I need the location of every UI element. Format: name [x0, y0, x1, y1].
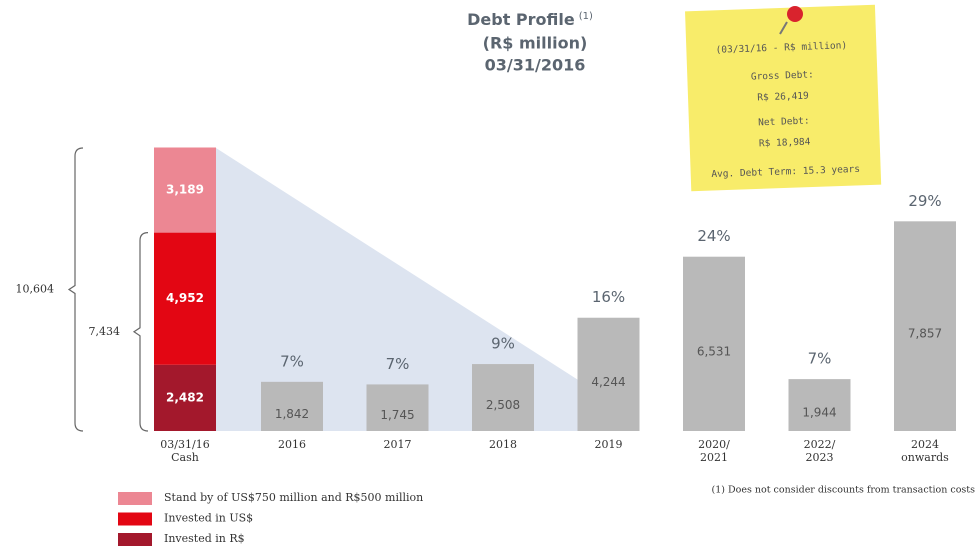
x-tick-label: 2022/ 2023	[775, 438, 865, 464]
bracket-label: 10,604	[16, 283, 55, 296]
value-label: 4,952	[166, 291, 204, 305]
x-tick-label: 2017	[353, 438, 443, 451]
value-label: 2,482	[166, 390, 204, 404]
value-label: 3,189	[166, 183, 204, 197]
share-label: 7%	[386, 355, 410, 373]
legend-label: Invested in R$	[164, 532, 245, 545]
x-tick-label: 2016	[247, 438, 337, 451]
value-label: 7,857	[908, 327, 942, 341]
title: Debt Profile (1)	[467, 10, 593, 29]
value-label: 1,842	[275, 407, 309, 421]
date: 03/31/2016	[485, 56, 586, 75]
x-tick-label: 2018	[458, 438, 548, 451]
share-label: 7%	[280, 352, 304, 370]
legend-swatch	[118, 513, 152, 526]
note-text: R$ 18,984	[759, 137, 811, 150]
share-label: 9%	[491, 335, 515, 353]
bracket	[134, 233, 148, 431]
share-label: 7%	[808, 350, 832, 368]
page: Debt Profile(1) (R$ million) 03/31/2016 …	[0, 0, 976, 547]
title-note: (1)	[579, 11, 593, 22]
footnote: (1) Does not consider discounts from tra…	[712, 485, 976, 496]
share-label: 29%	[908, 192, 941, 210]
subtitle: (R$ million)	[483, 34, 588, 53]
x-tick-label: 2020/ 2021	[669, 438, 759, 464]
bracket-label: 7,434	[89, 325, 121, 338]
x-tick-label: 2019	[564, 438, 654, 451]
x-tick-label: 2024 onwards	[880, 438, 970, 464]
value-label: 1,745	[380, 408, 414, 422]
share-label: 24%	[697, 227, 730, 245]
share-label: 16%	[592, 288, 625, 306]
note-text: Gross Debt:	[751, 69, 814, 82]
legend-swatch	[118, 492, 152, 505]
x-tick-label: 03/31/16 Cash	[140, 438, 230, 464]
pin	[787, 6, 803, 22]
title-text: Debt Profile	[467, 10, 575, 29]
value-label: 4,244	[591, 375, 625, 389]
value-label: 1,944	[802, 406, 836, 420]
legend-label: Invested in US$	[164, 512, 253, 525]
bracket	[69, 148, 83, 431]
value-label: 2,508	[486, 398, 520, 412]
value-label: 6,531	[697, 344, 731, 358]
legend-swatch	[118, 533, 152, 546]
chart: Debt Profile(1) (R$ million) 03/31/2016 …	[0, 0, 976, 547]
note-text: Net Debt:	[758, 116, 810, 129]
legend-label: Stand by of US$750 million and R$500 mil…	[164, 491, 423, 504]
note-text: R$ 26,419	[757, 91, 809, 104]
